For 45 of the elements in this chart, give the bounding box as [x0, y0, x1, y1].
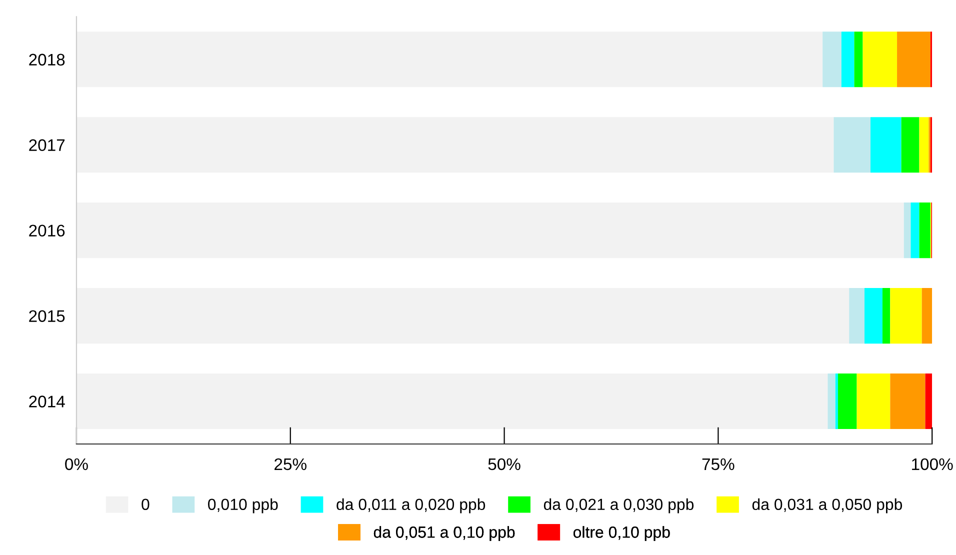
legend-label: 0,010 ppb [208, 498, 278, 514]
bar [890, 373, 926, 430]
bar [849, 288, 865, 344]
bar [838, 373, 857, 430]
legend-label: 0 [142, 498, 150, 510]
bar [925, 373, 932, 430]
bar [882, 288, 890, 344]
x-tick-label: 50% [488, 458, 520, 470]
legend-label: oltre 0,10 ppb [573, 526, 670, 541]
legend-label: da 0,051 a 0,10 ppb [374, 526, 515, 541]
legend-label: da 0,021 a 0,030 ppb [544, 498, 694, 514]
bar [76, 202, 904, 258]
y-tick-label: 2014 [29, 396, 65, 408]
legend-label: da 0,011 a 0,020 ppb [336, 498, 486, 514]
y-tick-label: 2017 [29, 139, 65, 152]
bar [854, 32, 863, 88]
bar [841, 32, 854, 88]
bar [919, 202, 930, 258]
bar [897, 32, 930, 88]
bar [890, 288, 922, 344]
bar [870, 117, 902, 173]
bar [834, 117, 870, 173]
x-tick-label: 75% [702, 458, 734, 470]
bar [76, 32, 823, 88]
bar [856, 373, 890, 430]
bar [864, 288, 882, 344]
y-tick-label: 2018 [29, 54, 65, 66]
bar [822, 32, 842, 88]
x-tick-label: 100% [912, 458, 953, 470]
bar [904, 202, 911, 258]
bar [919, 117, 929, 173]
x-tick-label: 0% [65, 458, 88, 470]
legend-label: da 0,031 a 0,050 ppb [752, 498, 902, 514]
bar [862, 32, 898, 88]
y-tick-label: 2015 [29, 310, 65, 322]
x-tick-label: 25% [274, 458, 306, 470]
bar [76, 288, 850, 344]
bar [901, 117, 920, 173]
bar [76, 373, 828, 430]
y-tick-label: 2016 [29, 224, 65, 237]
bar [922, 288, 932, 344]
bar [835, 373, 838, 430]
bar [76, 117, 834, 173]
bar [910, 202, 920, 258]
bar [828, 373, 836, 430]
